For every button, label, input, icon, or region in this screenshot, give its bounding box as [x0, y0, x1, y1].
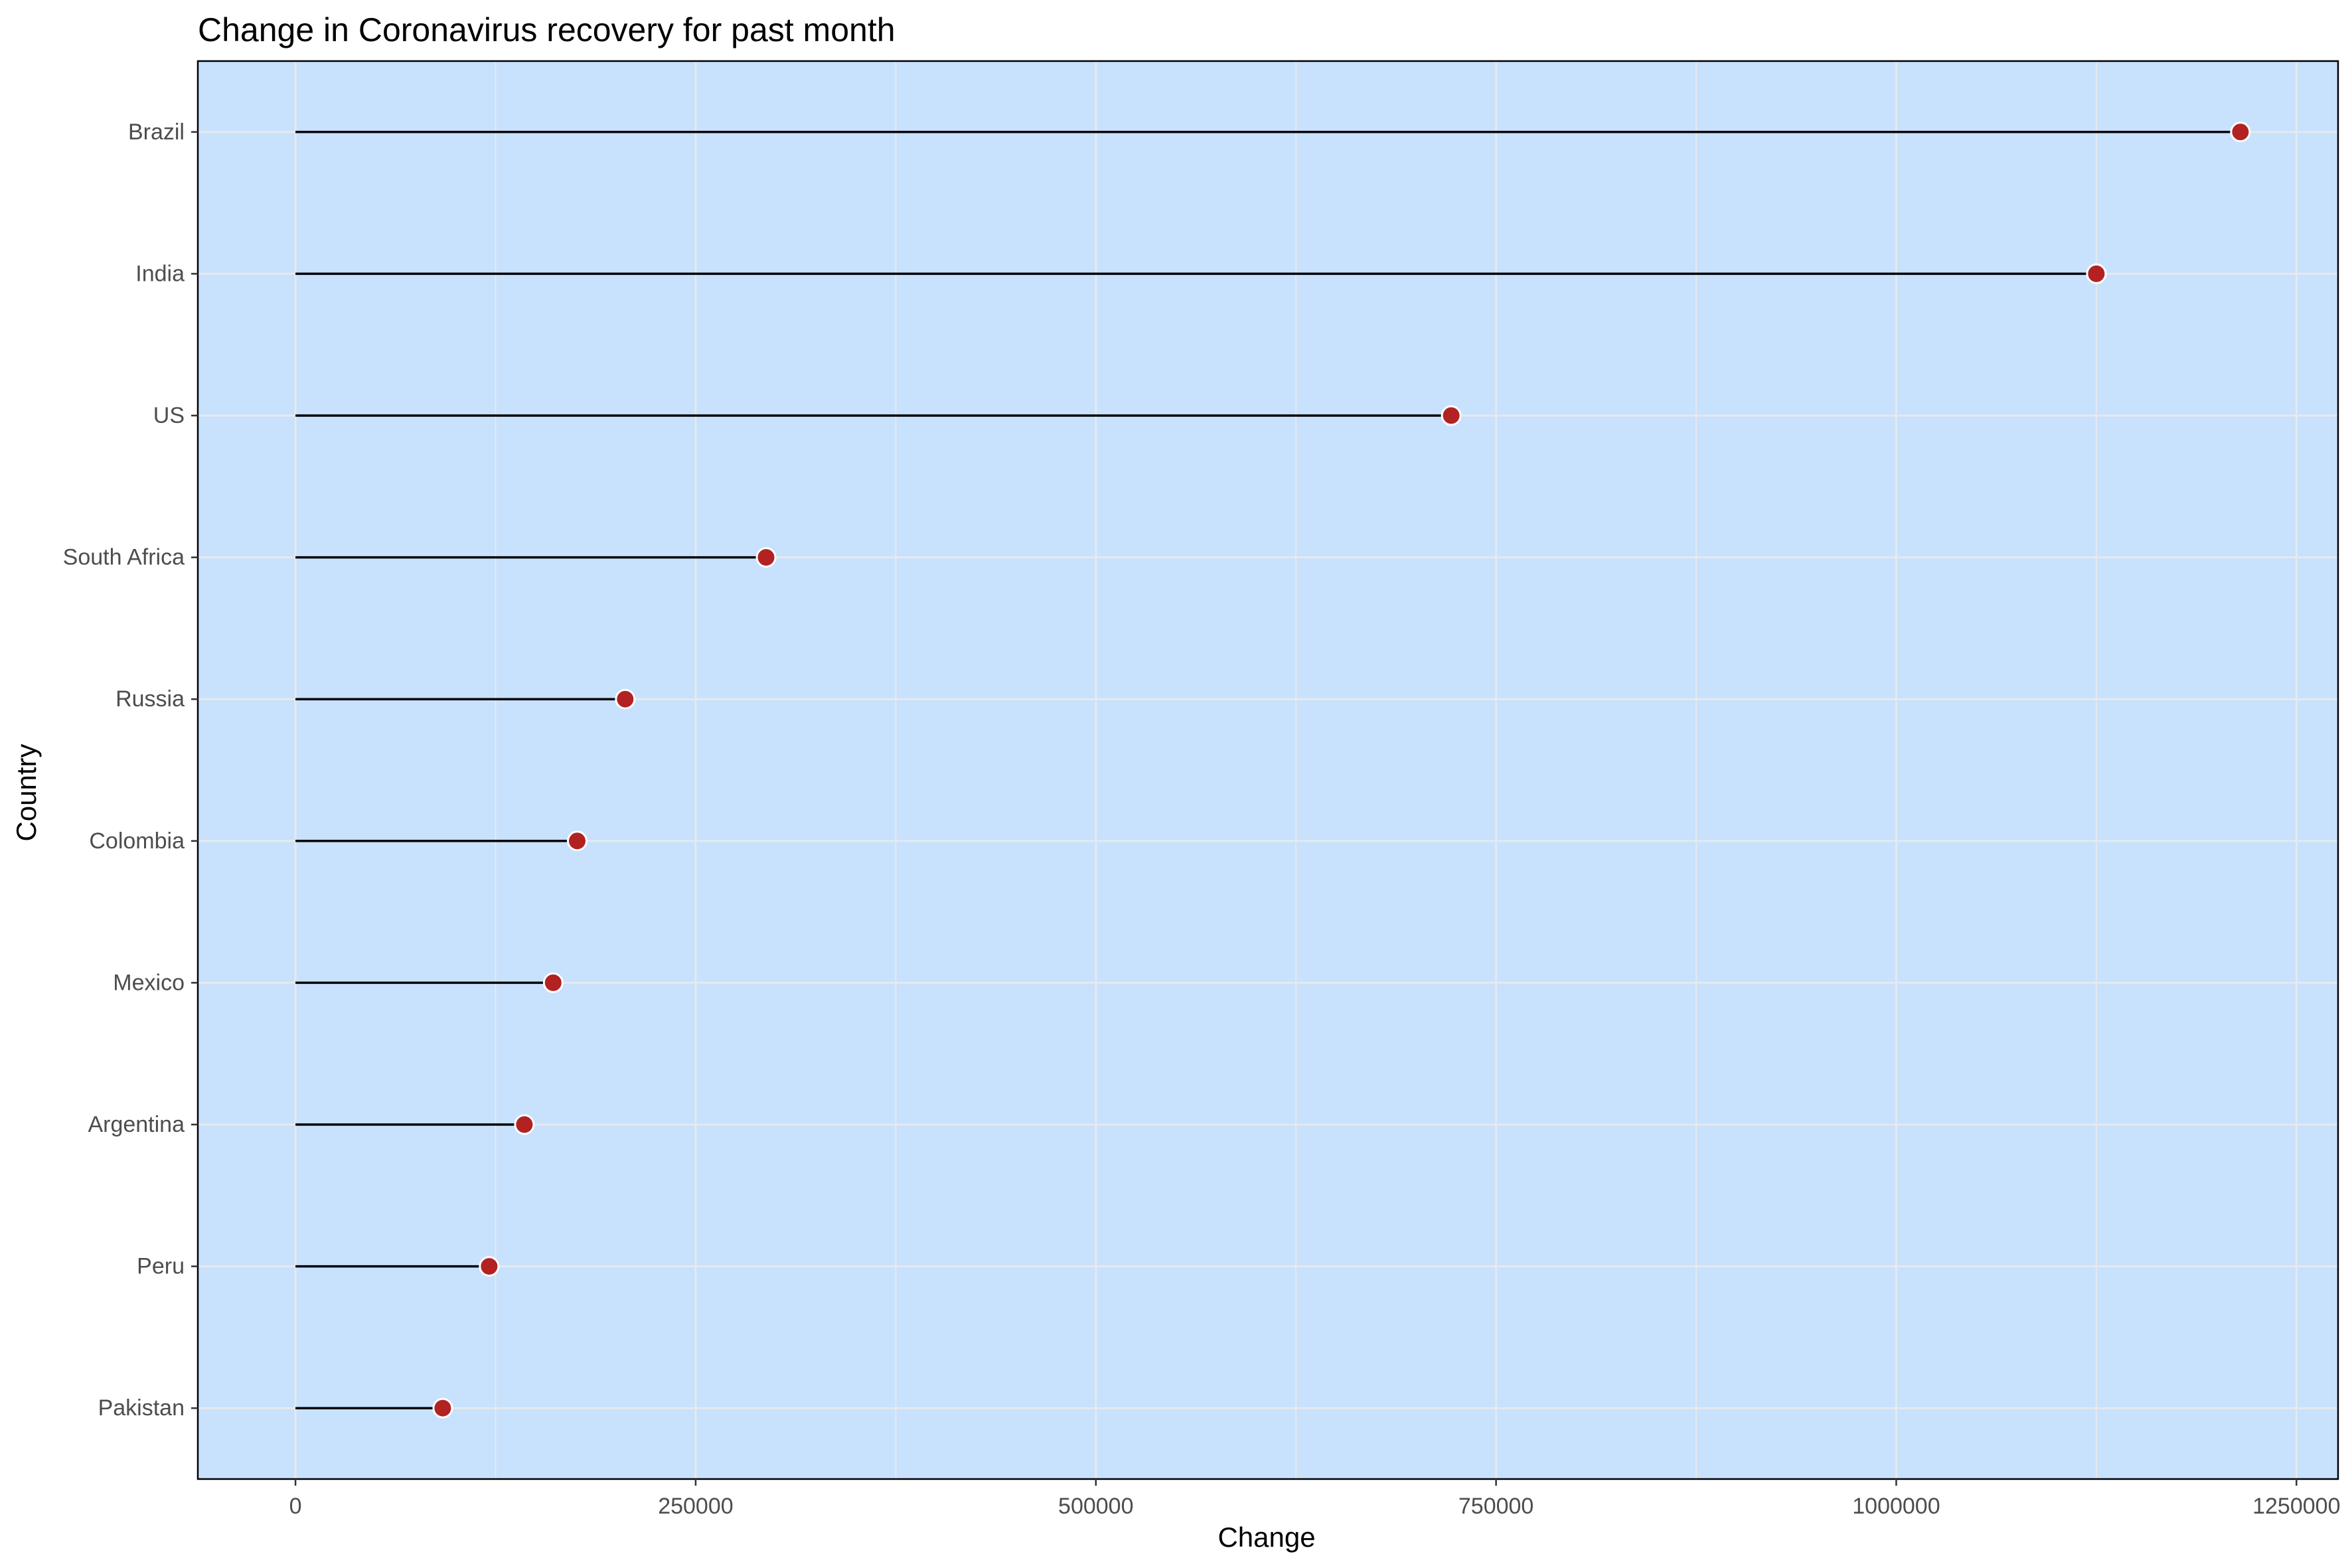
y-tick-label: Pakistan [98, 1395, 185, 1421]
y-tick-label: Peru [137, 1254, 185, 1279]
point-mexico [542, 972, 564, 993]
y-tick-label: Argentina [88, 1112, 185, 1137]
y-tick-label: Mexico [113, 970, 185, 995]
y-tick-label: Colombia [89, 828, 185, 854]
grid-lines [198, 61, 2338, 1479]
x-axis-ticks: 0 250000 500000 750000 1000000 1250000 [289, 1479, 2340, 1519]
point-india [2086, 263, 2107, 284]
x-tick-label: 750000 [1458, 1494, 1533, 1519]
y-axis-title: Country [11, 744, 42, 841]
y-tick-label: South Africa [63, 545, 185, 570]
y-tick-label: Brazil [128, 119, 185, 145]
point-brazil [2230, 121, 2251, 143]
point-colombia [566, 830, 588, 852]
x-tick-label: 1000000 [1852, 1494, 1940, 1519]
y-tick-label: Russia [116, 686, 185, 712]
lollipop-stems [295, 131, 2240, 1409]
x-tick-label: 1250000 [2252, 1494, 2340, 1519]
plot-panel [198, 61, 2338, 1479]
point-russia [615, 688, 636, 710]
point-south-africa [755, 547, 777, 568]
point-peru [479, 1256, 500, 1277]
chart-title: Change in Coronavirus recovery for past … [198, 11, 896, 48]
y-tick-label: India [135, 261, 185, 286]
x-tick-label: 250000 [658, 1494, 733, 1519]
y-axis-ticks: Brazil India US South Africa Russia Colombia M… [63, 119, 198, 1421]
point-pakistan [432, 1397, 453, 1419]
point-us [1441, 405, 1462, 426]
x-tick-label: 0 [289, 1494, 302, 1519]
lollipop-points [432, 121, 2251, 1419]
point-argentina [514, 1114, 535, 1135]
y-tick-label: US [153, 403, 185, 428]
plot-border [196, 60, 2339, 1480]
x-axis-title: Change [1217, 1522, 1315, 1553]
x-tick-label: 500000 [1058, 1494, 1133, 1519]
